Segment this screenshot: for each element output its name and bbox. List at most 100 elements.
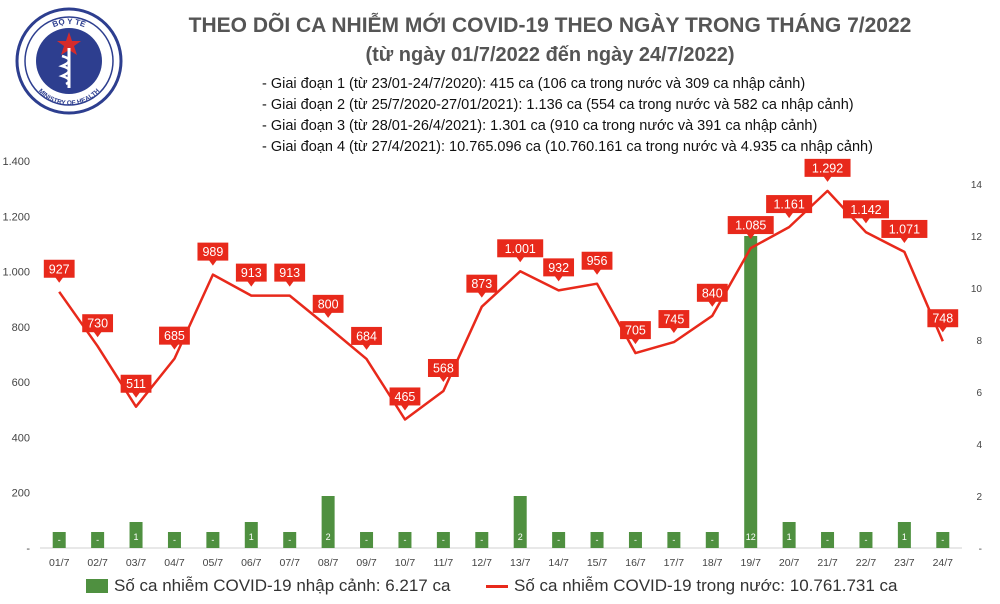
- bar-imported-cases: [552, 532, 566, 548]
- line-data-label-text: 745: [663, 313, 684, 327]
- line-data-label-text: 1.001: [505, 242, 536, 256]
- bar-imported-cases: [52, 532, 66, 548]
- legend-item-line: Số ca nhiễm COVID-19 trong nước: 10.761.…: [486, 576, 898, 596]
- line-data-label: 932: [543, 258, 575, 282]
- line-data-label-pointer: [823, 176, 832, 182]
- x-tick-label: 02/7: [87, 557, 108, 569]
- bar-data-label: -: [442, 535, 445, 545]
- x-tick-label: 16/7: [625, 557, 646, 569]
- x-tick-label: 05/7: [203, 557, 224, 569]
- x-tick-label: 18/7: [702, 557, 723, 569]
- line-data-label-text: 568: [433, 361, 454, 375]
- line-data-label: 1.292: [804, 158, 851, 182]
- bar-imported-cases: [129, 522, 143, 548]
- x-tick-label: 09/7: [356, 557, 377, 569]
- bar-imported-cases: [590, 532, 604, 548]
- line-data-label: 840: [696, 283, 728, 307]
- line-data-label: 684: [351, 326, 382, 350]
- line-data-label-pointer: [516, 256, 525, 263]
- bar-imported-cases: [91, 532, 105, 548]
- bar-imported-cases: [475, 532, 489, 548]
- bar-imported-cases: [360, 532, 374, 548]
- line-data-label-pointer: [93, 331, 102, 338]
- legend-item-bar: Số ca nhiễm COVID-19 nhập cảnh: 6.217 ca: [86, 576, 450, 596]
- line-data-label-text: 685: [164, 329, 185, 343]
- bar-imported-cases: [436, 532, 450, 548]
- bar-data-label: -: [634, 535, 637, 545]
- line-data-label-pointer: [669, 327, 678, 334]
- line-data-label-text: 927: [49, 262, 70, 276]
- line-data-label-box: [766, 195, 813, 214]
- bar-data-label: -: [557, 535, 560, 545]
- line-data-label-box: [159, 326, 190, 345]
- line-data-label-pointer: [477, 292, 486, 298]
- line-data-label-box: [927, 309, 959, 328]
- line-data-label-text: 913: [241, 266, 262, 280]
- line-data-label: 927: [43, 259, 75, 283]
- bar-imported-cases: [283, 532, 297, 548]
- y-left-tick-label: 400: [12, 432, 30, 444]
- bar-imported-cases: [628, 532, 642, 548]
- line-data-label-pointer: [900, 237, 909, 243]
- line-data-label-box: [804, 158, 851, 177]
- line-data-label: 1.142: [842, 200, 889, 224]
- line-data-label-box: [82, 314, 114, 333]
- bar-data-label: -: [58, 535, 61, 545]
- line-data-label-pointer: [208, 260, 217, 266]
- x-tick-label: 21/7: [817, 557, 838, 569]
- line-data-label-box: [881, 219, 928, 238]
- y-right-tick-label: 4: [976, 440, 982, 451]
- y-left-tick-label: 1.000: [2, 267, 30, 279]
- y-left-tick-label: 600: [12, 377, 30, 389]
- phase-4-text: - Giai đoạn 4 (từ 27/4/2021): 10.765.096…: [262, 139, 873, 155]
- line-data-label: 745: [658, 310, 690, 334]
- line-data-label: 568: [427, 358, 459, 382]
- bar-data-label: 2: [518, 532, 523, 542]
- svg-text:BỘ Y TẾ: BỘ Y TẾ: [51, 17, 88, 29]
- y-left-tick-label: 800: [12, 322, 30, 334]
- bar-data-label: -: [864, 535, 867, 545]
- bar-data-label: -: [711, 535, 714, 545]
- line-data-label-pointer: [400, 404, 409, 411]
- line-data-label-text: 730: [87, 317, 108, 331]
- bar-data-label: -: [672, 535, 675, 545]
- line-data-label: 956: [581, 251, 613, 275]
- line-data-label-pointer: [55, 277, 64, 283]
- line-data-label-box: [197, 242, 229, 261]
- bar-data-label: -: [288, 535, 291, 545]
- phase-1-text: - Giai đoạn 1 (từ 23/01-24/7/2020): 415 …: [262, 76, 806, 92]
- y-left-tick-label: 1.200: [2, 211, 30, 223]
- line-data-label-box: [658, 310, 690, 329]
- bar-data-label: -: [596, 535, 599, 545]
- y-right-tick-label: 10: [971, 284, 983, 295]
- line-data-label-text: 913: [279, 266, 300, 280]
- line-data-label-text: 465: [395, 390, 416, 404]
- bar-data-label: 12: [746, 532, 756, 542]
- line-data-label-box: [543, 258, 575, 277]
- line-data-label: 511: [120, 374, 152, 398]
- line-data-label-pointer: [861, 217, 870, 224]
- line-data-label-pointer: [439, 376, 448, 382]
- legend: Số ca nhiễm COVID-19 nhập cảnh: 6.217 ca…: [0, 574, 1000, 600]
- line-data-label-box: [120, 374, 152, 393]
- line-data-label-pointer: [938, 326, 947, 333]
- line-data-label-pointer: [362, 344, 371, 350]
- y-left-tick-label: -: [26, 543, 30, 555]
- bar-data-label: -: [96, 535, 99, 545]
- ministry-of-health-logo: BỘ Y TẾ MINISTRY OF HEALTH: [15, 7, 123, 115]
- line-data-label-text: 684: [356, 329, 377, 343]
- line-data-label: 465: [389, 387, 421, 411]
- bar-imported-cases: [321, 496, 335, 548]
- bar-imported-cases: [206, 532, 220, 548]
- x-tick-label: 19/7: [740, 557, 761, 569]
- y-right-tick-label: 14: [971, 180, 983, 191]
- bar-data-label: 1: [134, 532, 139, 542]
- line-data-label-text: 1.292: [812, 161, 843, 175]
- x-tick-label: 01/7: [49, 557, 70, 569]
- line-data-label-pointer: [708, 301, 717, 307]
- line-data-label-pointer: [785, 212, 794, 219]
- x-tick-label: 06/7: [241, 557, 262, 569]
- line-data-label: 913: [235, 263, 267, 287]
- line-data-label: 748: [927, 309, 959, 333]
- y-left-tick-label: 200: [12, 488, 30, 500]
